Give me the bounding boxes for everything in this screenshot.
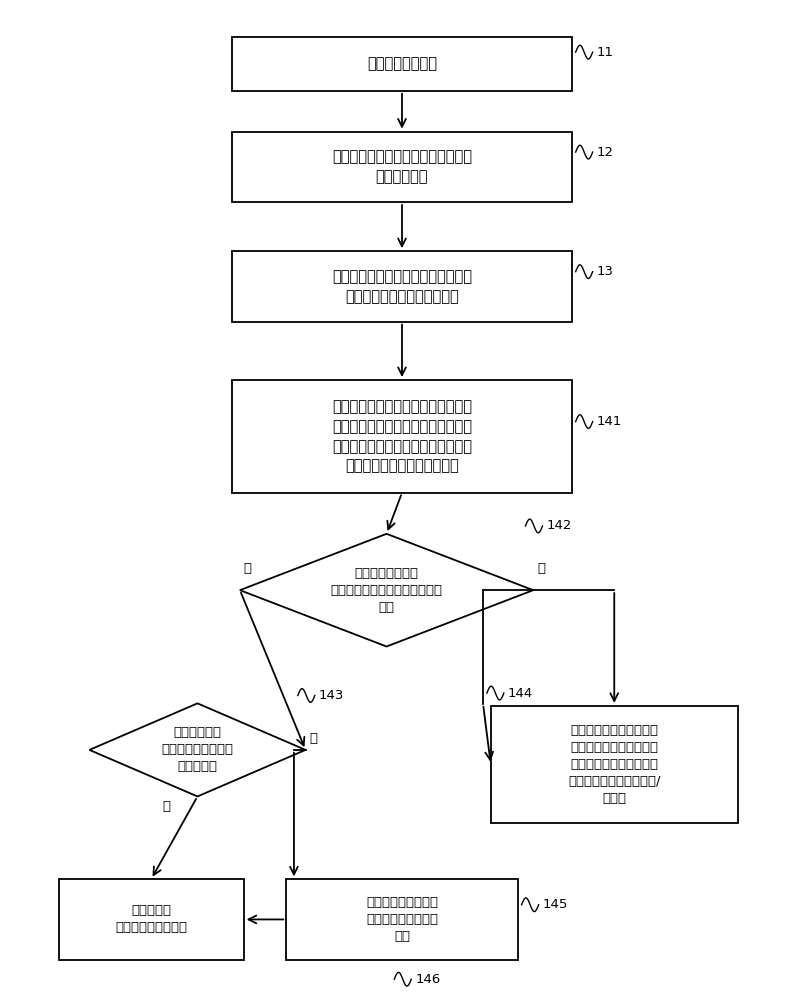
FancyBboxPatch shape (232, 37, 571, 91)
Text: 获取车载蓝牙接收到蓝牙终端返回信
号所花的时间: 获取车载蓝牙接收到蓝牙终端返回信 号所花的时间 (332, 149, 471, 184)
Text: 向执行装置
发送加速或减速指令: 向执行装置 发送加速或减速指令 (115, 904, 187, 934)
Text: 发送调整指令，执行
装置对车头方向进行
调整: 发送调整指令，执行 装置对车头方向进行 调整 (365, 896, 438, 943)
FancyBboxPatch shape (286, 879, 517, 960)
Polygon shape (239, 534, 532, 647)
FancyBboxPatch shape (232, 380, 571, 493)
Text: 是: 是 (162, 800, 170, 813)
Text: 11: 11 (596, 46, 613, 59)
Text: 所述空间位置信息在所述车载蓝牙所
在平面上的投影位置信息，以确定蓝
牙终端的移动路径，以及蓝牙终端与
所述车载蓝牙之间的实际距离: 所述空间位置信息在所述车载蓝牙所 在平面上的投影位置信息，以确定蓝 牙终端的移动… (332, 399, 471, 474)
Text: 预先设定跟随距离: 预先设定跟随距离 (366, 56, 437, 71)
Text: 146: 146 (414, 973, 440, 986)
Text: 144: 144 (507, 687, 532, 700)
FancyBboxPatch shape (232, 251, 571, 322)
FancyBboxPatch shape (490, 706, 737, 823)
Text: 13: 13 (596, 265, 613, 278)
Text: 否: 否 (536, 562, 544, 575)
Text: 12: 12 (596, 146, 613, 159)
Text: 所述投影位置信息远离该
预先设定跟随距离范围，
则发送制动并锁车指令，
同时蓝牙终端发出震动和/
或报警: 所述投影位置信息远离该 预先设定跟随距离范围， 则发送制动并锁车指令， 同时蓝牙… (567, 724, 660, 805)
Polygon shape (89, 703, 305, 796)
Text: 否: 否 (309, 732, 317, 745)
Text: 141: 141 (596, 415, 621, 428)
Text: 是: 是 (243, 562, 251, 575)
Text: 145: 145 (542, 898, 567, 911)
Text: 143: 143 (318, 689, 344, 702)
Text: 根据返回信号的传播速率，计算出车
载蓝牙到蓝牙终端的距离参数: 根据返回信号的传播速率，计算出车 载蓝牙到蓝牙终端的距离参数 (332, 269, 471, 304)
FancyBboxPatch shape (232, 132, 571, 202)
FancyBboxPatch shape (59, 879, 243, 960)
Text: 142: 142 (546, 519, 571, 532)
Text: 判断所述投影
位置信息是否位于车
体正前方？: 判断所述投影 位置信息是否位于车 体正前方？ (161, 726, 233, 773)
Text: 判断所述投影位置
信息是否临界于该预先设定跟随
距离: 判断所述投影位置 信息是否临界于该预先设定跟随 距离 (330, 567, 442, 614)
